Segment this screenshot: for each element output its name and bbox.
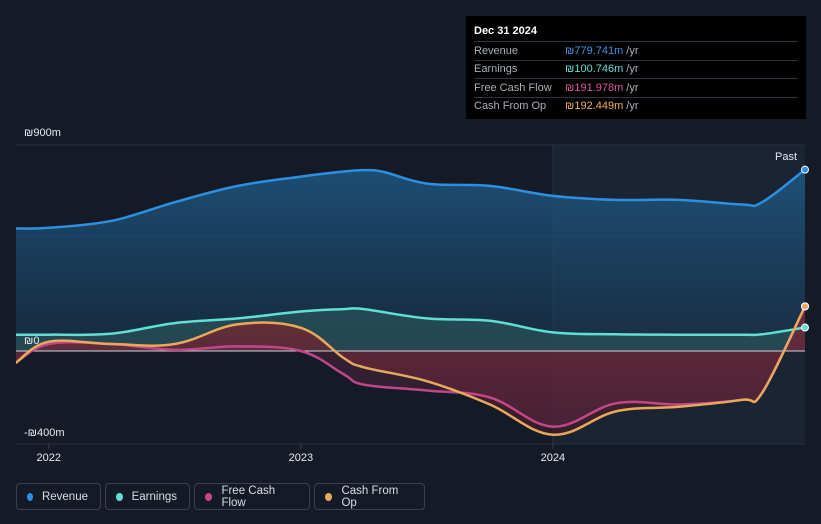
y-tick-label: -₪400m [24, 427, 65, 439]
y-tick-label: ₪900m [24, 127, 61, 139]
tooltip-row-free-cash-flow: Free Cash Flow ₪191.978m /yr [474, 78, 798, 97]
tooltip-value: ₪192.449m [565, 100, 624, 113]
earnings-endpoint [801, 323, 809, 332]
cash-from-op-area [16, 306, 805, 435]
legend-label: Cash From Op [341, 484, 399, 509]
series-areas [16, 169, 805, 435]
revenue-endpoint [801, 165, 809, 174]
tooltip-unit: /yr [626, 63, 639, 76]
earnings-line [16, 307, 805, 337]
legend-label: Free Cash Flow [221, 484, 276, 509]
tooltip-row-revenue: Revenue ₪779.741m /yr [474, 41, 798, 60]
series-lines [16, 168, 805, 436]
x-tick-label: 2024 [541, 452, 565, 464]
tooltip-value: ₪100.746m [565, 63, 624, 76]
series-endpoints [801, 165, 809, 332]
free-cash-flow-area [16, 306, 805, 427]
tooltip-value: ₪191.978m [565, 81, 624, 94]
cash-from-op-endpoint [801, 302, 809, 311]
tooltip-label: Cash From Op [474, 100, 547, 113]
tooltip-unit: /yr [626, 100, 639, 113]
tooltip-row-cash-from-op: Cash From Op ₪192.449m /yr [474, 96, 798, 116]
y-tick-label: ₪0 [24, 335, 39, 347]
tooltip-label: Earnings [474, 63, 518, 76]
revenue-area [16, 169, 805, 351]
tooltip-unit: /yr [626, 81, 639, 94]
cfo-dot-icon [325, 492, 333, 501]
legend-item-free-cash-flow[interactable]: Free Cash Flow [194, 483, 310, 510]
x-tick-label: 2023 [289, 452, 313, 464]
x-axis-labels: 2022 2023 2024 [37, 444, 565, 464]
revenue-line [16, 168, 805, 230]
tooltip-row-earnings: Earnings ₪100.746m /yr [474, 59, 798, 79]
legend-label: Revenue [41, 490, 88, 503]
revenue-dot-icon [27, 492, 33, 501]
y-axis-labels: ₪900m ₪0 -₪400m [24, 127, 65, 439]
tooltip-panel: Dec 31 2024 Revenue ₪779.741m /yr Earnin… [466, 16, 806, 119]
past-label: Past [775, 151, 797, 163]
tooltip-value: ₪779.741m [565, 44, 624, 57]
legend-item-earnings[interactable]: Earnings [105, 483, 190, 510]
fcf-dot-icon [205, 492, 213, 501]
tooltip-label: Free Cash Flow [474, 81, 552, 94]
earnings-dot-icon [116, 492, 123, 501]
x-tick-label: 2022 [37, 452, 61, 464]
legend-item-revenue[interactable]: Revenue [16, 483, 101, 510]
chart-legend: Revenue Earnings Free Cash Flow Cash Fro… [16, 483, 425, 512]
tooltip-label: Revenue [474, 44, 519, 57]
tooltip-date: Dec 31 2024 [474, 25, 537, 37]
legend-item-cash-from-op[interactable]: Cash From Op [314, 483, 425, 510]
cash-from-op-line [16, 305, 805, 436]
tooltip-unit: /yr [626, 44, 639, 57]
legend-label: Earnings [131, 490, 177, 503]
